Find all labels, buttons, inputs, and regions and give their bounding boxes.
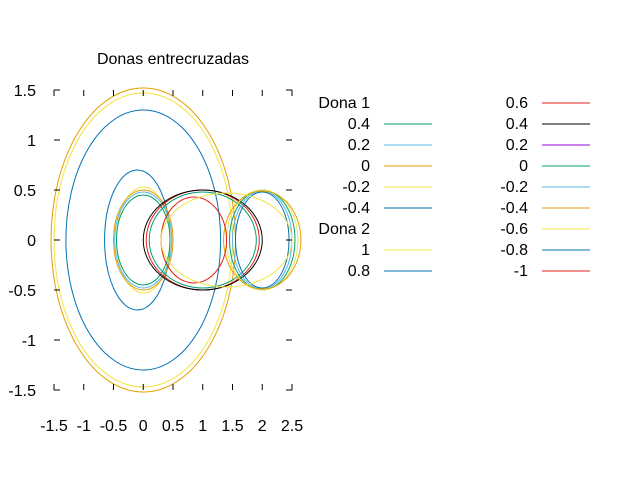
x-tick-label: 0.5 <box>162 418 184 435</box>
x-tick-label: -1 <box>77 418 91 435</box>
y-tick-label: 0.5 <box>14 183 36 200</box>
y-tick-label: -1.5 <box>8 383 36 400</box>
chart-title: Donas entrecruzadas <box>97 51 249 68</box>
y-tick-label: 1 <box>27 133 36 150</box>
legend-label: 0.6 <box>506 95 528 112</box>
legend-label: 0.4 <box>348 116 370 133</box>
x-tick-label: 1.5 <box>221 418 243 435</box>
x-tick-label: 0 <box>139 418 148 435</box>
x-tick-label: 1 <box>198 418 207 435</box>
x-tick-label: 2 <box>258 418 267 435</box>
contour-curves <box>50 87 302 393</box>
x-axis-ticks: -1.5 -1 -0.5 0 0.5 1 1.5 2 2.5 <box>40 418 303 435</box>
contour-curve-2 <box>65 109 222 371</box>
legend-label: 0.4 <box>506 116 528 133</box>
axes-frame <box>53 89 293 391</box>
contour-curve-16 <box>160 196 228 284</box>
x-tick-label: -1.5 <box>40 418 68 435</box>
legend-label: -0.2 <box>342 179 370 196</box>
legend-label: -0.2 <box>500 179 528 196</box>
y-tick-label: 0 <box>27 233 36 250</box>
legend-label: 0 <box>519 158 528 175</box>
contour-curve-10 <box>142 189 263 291</box>
legend-group-title: Dona 2 <box>318 221 370 238</box>
y-tick-label: 1.5 <box>14 83 36 100</box>
legend-label: -0.4 <box>500 200 528 217</box>
contour-curve-6 <box>114 191 173 289</box>
legend-label: 0 <box>361 158 370 175</box>
legend-label: 0.2 <box>506 137 528 154</box>
legend-label: 0.2 <box>348 137 370 154</box>
x-tick-label: 2.5 <box>281 418 303 435</box>
x-tick-label: -0.5 <box>100 418 128 435</box>
legend-label: -0.6 <box>500 221 528 238</box>
legend-label: -0.8 <box>500 242 528 259</box>
legend: Dona 1 0.4 0.2 0 -0.2 -0.4 Dona 2 1 0.8 0.6 0.4 0.2… <box>318 95 590 280</box>
contour-curve-8 <box>148 191 257 289</box>
legend-label: 1 <box>361 242 370 259</box>
legend-label: -1 <box>514 263 528 280</box>
legend-label: -0.4 <box>342 200 370 217</box>
y-tick-label: -1 <box>22 333 36 350</box>
legend-group-title: Dona 1 <box>318 95 370 112</box>
legend-label: 0.8 <box>348 263 370 280</box>
contour-curve-5 <box>113 189 174 291</box>
contour-curve-7 <box>115 194 171 286</box>
y-tick-label: -0.5 <box>8 283 36 300</box>
y-axis-ticks: 1.5 1 0.5 0 -0.5 -1 -1.5 <box>8 83 36 400</box>
contour-curve-14 <box>223 190 302 290</box>
